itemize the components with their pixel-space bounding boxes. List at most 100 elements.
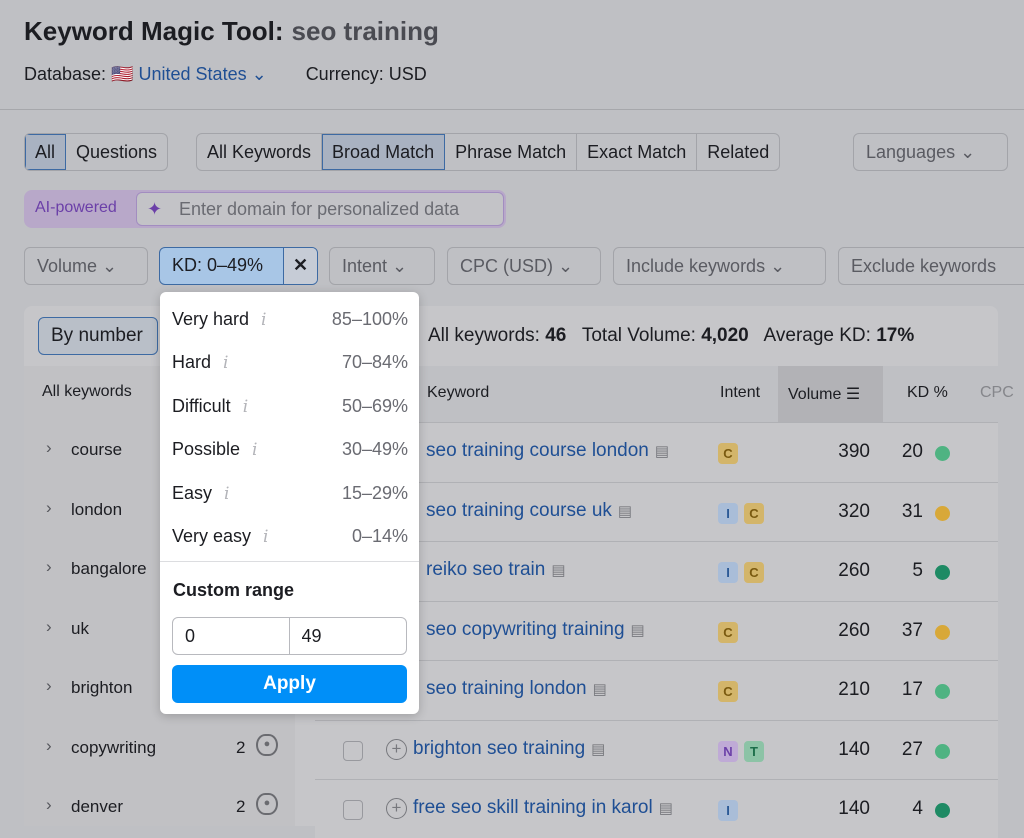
tab-broad-match[interactable]: Broad Match (322, 134, 446, 170)
info-icon[interactable]: i (224, 483, 230, 504)
info-icon[interactable]: i (252, 440, 258, 461)
include-keywords-filter[interactable]: Include keywords ⌄ (613, 247, 826, 285)
keyword-link[interactable]: seo training course london ▤ (426, 440, 670, 461)
chevron-right-icon[interactable]: › (46, 498, 52, 517)
volume-cell: 390 (838, 441, 870, 462)
serp-icon[interactable]: ▤ (658, 800, 673, 817)
domain-input[interactable]: ✦ Enter domain for personalized data (136, 192, 504, 226)
tab-all[interactable]: All (25, 134, 67, 170)
table-row: + seo training course uk▤ IC 320 31 (315, 482, 998, 541)
kd-option[interactable]: Easy i 15–29% (172, 482, 408, 504)
tab-phrase-match[interactable]: Phrase Match (445, 134, 578, 170)
intent-badge: C (744, 503, 764, 524)
database-row: Database: 🇺🇸 United States ⌄ Currency: U… (24, 64, 427, 84)
intent-badge: N (718, 741, 738, 762)
kd-filter[interactable]: KD: 0–49% ✕ (159, 247, 318, 285)
add-icon[interactable]: + (386, 798, 407, 819)
keyword-link[interactable]: seo copywriting training ▤ (426, 619, 645, 640)
eye-icon[interactable]: ● (256, 793, 278, 815)
divider (160, 561, 419, 562)
tab-exact-match[interactable]: Exact Match (577, 134, 698, 170)
keyword-link[interactable]: seo training course uk ▤ (426, 500, 633, 521)
info-icon[interactable]: i (263, 527, 269, 547)
info-icon[interactable]: i (261, 310, 267, 330)
chevron-right-icon[interactable]: › (46, 676, 52, 695)
custom-range (172, 617, 407, 655)
serp-icon[interactable]: ▤ (592, 681, 607, 698)
kd-option[interactable]: Very hard i 85–100% (172, 309, 408, 330)
col-volume[interactable]: Volume ☰ (778, 366, 883, 422)
intent-badge: I (718, 800, 738, 821)
page-title: Keyword Magic Tool: seo training (24, 16, 439, 46)
row-checkbox[interactable] (343, 741, 363, 761)
volume-cell: 260 (838, 560, 870, 581)
volume-filter[interactable]: Volume ⌄ (24, 247, 148, 285)
database-select[interactable]: United States ⌄ (138, 64, 267, 84)
kd-from-input[interactable] (173, 618, 290, 654)
row-checkbox[interactable] (343, 800, 363, 820)
group-count: 2 (236, 797, 246, 816)
tab-questions[interactable]: Questions (76, 142, 158, 162)
sidebar-item[interactable]: › course (24, 422, 295, 481)
serp-icon[interactable]: ▤ (551, 562, 566, 579)
table-header: Keyword Intent Volume ☰ KD % CPC (315, 366, 1014, 422)
tab-related[interactable]: Related (707, 142, 770, 162)
col-keyword[interactable]: Keyword (427, 384, 490, 401)
kd-option[interactable]: Difficult i 50–69% (172, 395, 408, 417)
keyword-link[interactable]: free seo skill training in karol ▤ (413, 797, 673, 818)
keyword-link[interactable]: brighton seo training ▤ (413, 738, 606, 759)
exclude-keywords-filter[interactable]: Exclude keywords (838, 247, 1024, 285)
kd-dot (935, 506, 950, 521)
serp-icon[interactable]: ▤ (617, 503, 633, 520)
chevron-right-icon[interactable]: › (46, 617, 52, 636)
match-tabs: All Keywords Broad Match Phrase Match Ex… (196, 133, 781, 171)
kd-to-input[interactable] (289, 618, 406, 654)
add-icon[interactable]: + (386, 739, 407, 760)
sidebar-item[interactable]: › london (24, 482, 295, 541)
chevron-right-icon[interactable]: › (46, 795, 52, 814)
sidebar-item[interactable]: › brighton (24, 660, 295, 719)
question-tabs: All Questions (24, 133, 169, 171)
col-intent[interactable]: Intent (720, 384, 761, 401)
languages-select[interactable]: Languages ⌄ (853, 133, 1008, 171)
tab-all-keywords[interactable]: All Keywords (197, 134, 323, 170)
sidebar-item[interactable]: › denver 2 ● (24, 779, 295, 838)
kd-cell: 5 (912, 560, 923, 581)
col-kd[interactable]: KD % (907, 384, 948, 401)
group-by-select[interactable]: By number (38, 317, 158, 355)
sidebar-item[interactable]: › bangalore (24, 541, 295, 600)
clear-kd-icon[interactable]: ✕ (284, 248, 317, 284)
col-cpc[interactable]: CPC (980, 384, 1014, 401)
intent-badge: C (718, 622, 738, 643)
serp-icon[interactable]: ▤ (654, 443, 670, 460)
keyword-link[interactable]: reiko seo train ▤ (426, 559, 566, 580)
apply-button[interactable]: Apply (172, 665, 407, 703)
stats-summary: All keywords: 46 Total Volume: 4,020 Ave… (428, 325, 915, 346)
serp-icon[interactable]: ▤ (591, 741, 606, 758)
chevron-right-icon[interactable]: › (46, 736, 52, 755)
serp-icon[interactable]: ▤ (630, 622, 645, 639)
kd-dot (935, 446, 950, 461)
cpc-filter[interactable]: CPC (USD) ⌄ (447, 247, 601, 285)
kd-cell: 27 (901, 739, 923, 760)
kd-cell: 37 (901, 620, 923, 641)
eye-icon[interactable]: ● (256, 734, 278, 756)
sidebar-item[interactable]: › copywriting 2 ● (24, 720, 295, 779)
keyword-link[interactable]: seo training london ▤ (426, 678, 607, 699)
chevron-right-icon[interactable]: › (46, 438, 52, 457)
intent-badge: C (744, 562, 764, 583)
sidebar-item[interactable]: › uk (24, 601, 295, 660)
info-icon[interactable]: i (242, 396, 249, 417)
kd-cell: 4 (912, 798, 923, 819)
chevron-right-icon[interactable]: › (46, 557, 52, 576)
table-row: + reiko seo train▤ IC 260 5 (315, 541, 998, 600)
intent-filter[interactable]: Intent ⌄ (329, 247, 435, 285)
info-icon[interactable]: i (223, 353, 229, 374)
volume-cell: 140 (838, 798, 870, 819)
volume-cell: 210 (838, 679, 870, 700)
kd-option[interactable]: Possible i 30–49% (172, 439, 408, 461)
kd-option[interactable]: Hard i 70–84% (172, 352, 408, 374)
kd-option[interactable]: Very easy i 0–14% (172, 526, 408, 547)
